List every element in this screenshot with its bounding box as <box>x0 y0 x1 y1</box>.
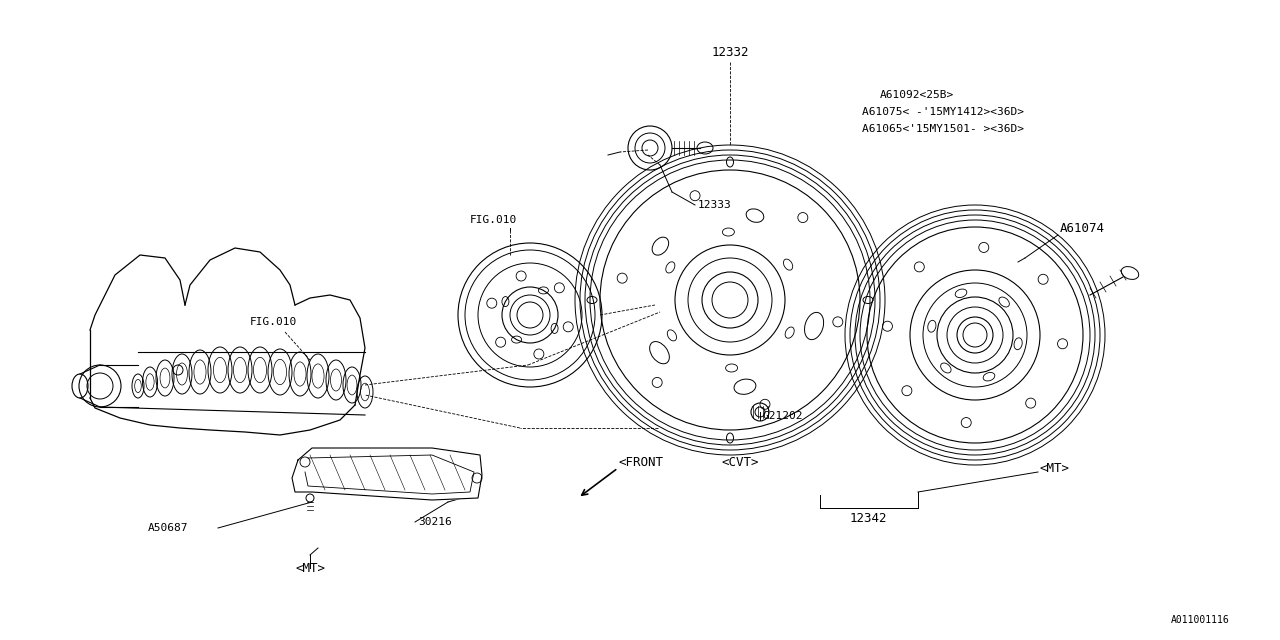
Text: <MT>: <MT> <box>1039 461 1070 474</box>
Text: A61065<'15MY1501- ><36D>: A61065<'15MY1501- ><36D> <box>861 124 1024 134</box>
Polygon shape <box>292 448 483 500</box>
Text: A61075< -'15MY1412><36D>: A61075< -'15MY1412><36D> <box>861 107 1024 117</box>
Text: <MT>: <MT> <box>294 561 325 575</box>
Text: A50687: A50687 <box>148 523 188 533</box>
Text: A61092<25B>: A61092<25B> <box>881 90 955 100</box>
Text: <FRONT: <FRONT <box>618 456 663 468</box>
Text: A011001116: A011001116 <box>1171 615 1230 625</box>
Text: A61074: A61074 <box>1060 221 1105 234</box>
Text: FIG.010: FIG.010 <box>470 215 517 225</box>
Text: 12332: 12332 <box>712 45 749 58</box>
Text: G21202: G21202 <box>762 411 803 421</box>
Text: FIG.010: FIG.010 <box>250 317 297 327</box>
Text: <CVT>: <CVT> <box>721 456 759 468</box>
Text: 12333: 12333 <box>698 200 732 210</box>
Text: 30216: 30216 <box>419 517 452 527</box>
Text: 12342: 12342 <box>849 511 887 525</box>
